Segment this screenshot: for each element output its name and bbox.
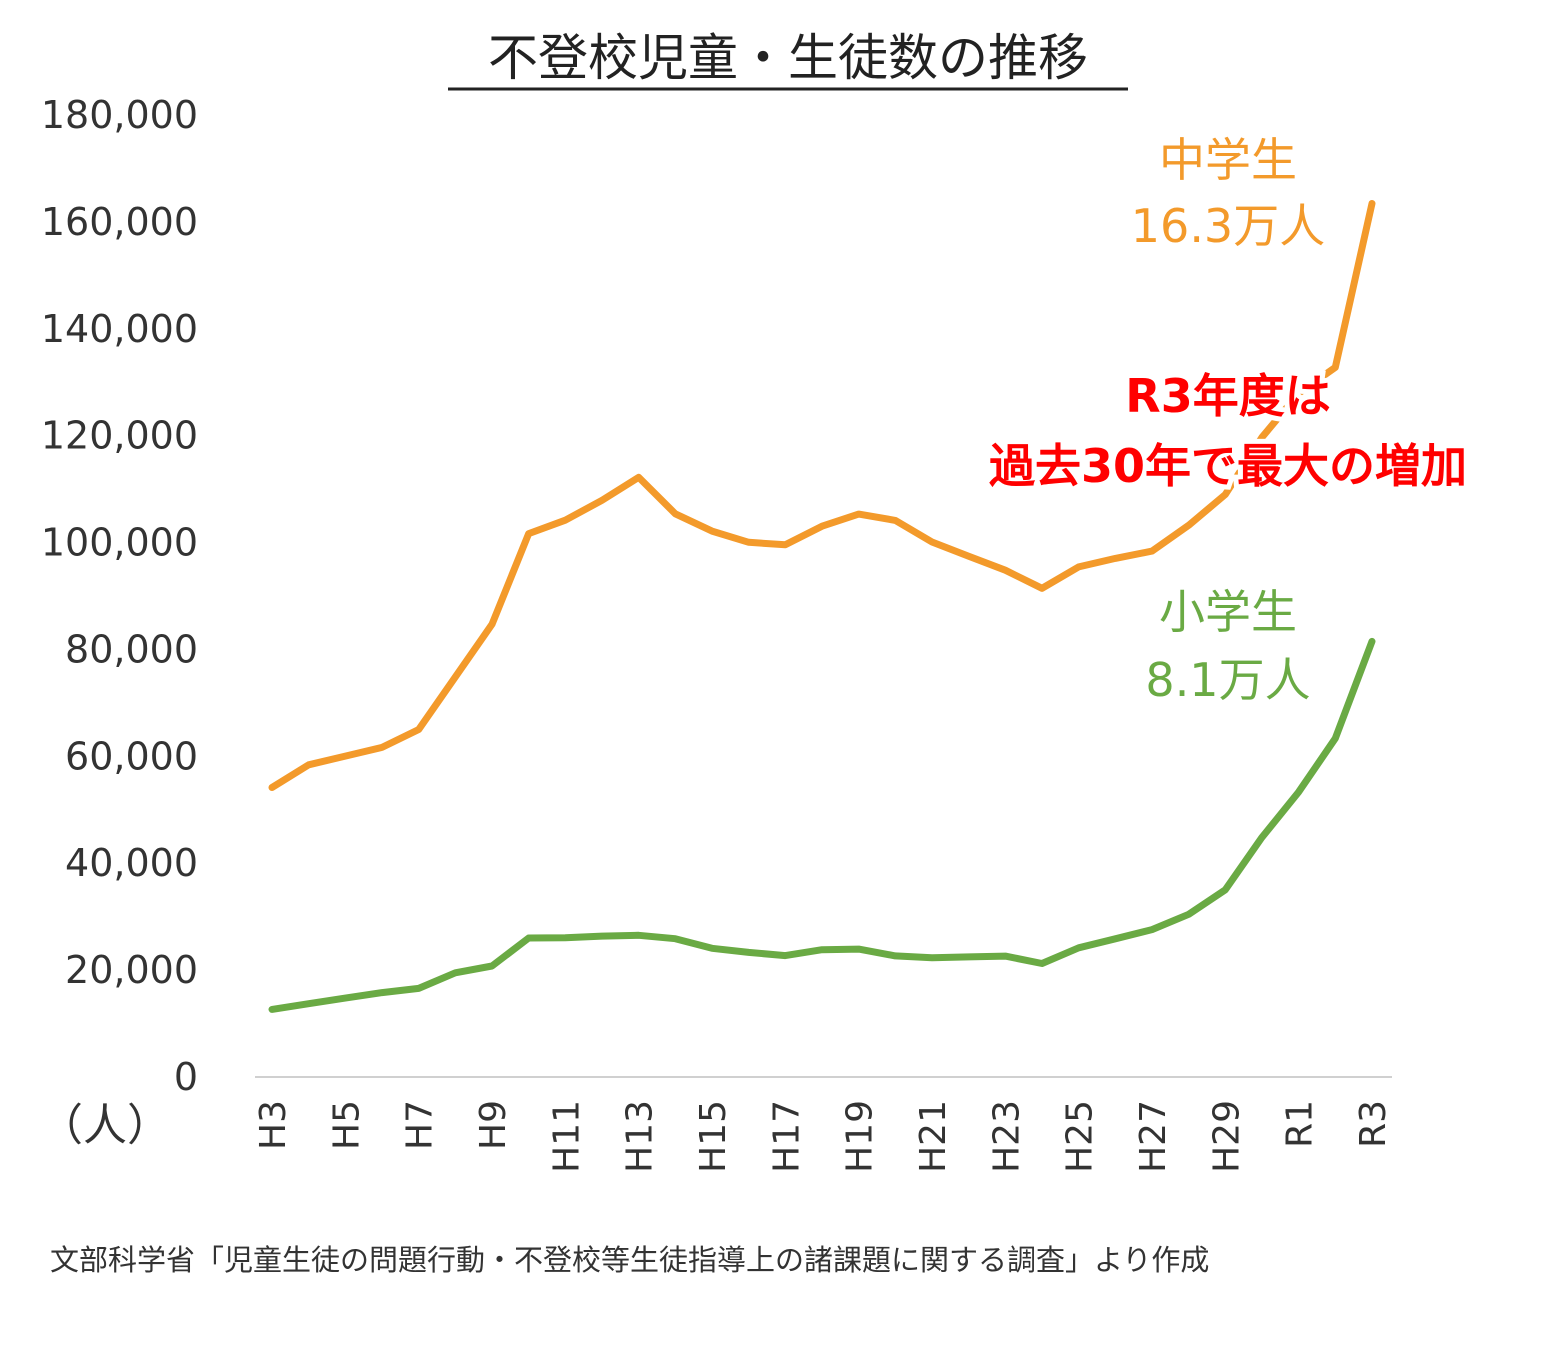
x-tick-label: H21 [913,1100,954,1173]
elementary-series-line [268,637,1376,1013]
elementary-label-value: 8.1万人 [1145,653,1310,707]
x-tick-label: H13 [620,1100,661,1173]
x-tick-label: H25 [1060,1100,1101,1173]
y-tick-label: 20,000 [65,948,198,992]
x-tick-label: H3 [253,1100,294,1150]
x-tick-label: R3 [1353,1100,1394,1148]
y-tick-label: 40,000 [65,841,198,885]
x-tick-label: H9 [473,1100,514,1150]
chart-title: 不登校児童・生徒数の推移 [488,29,1088,87]
x-tick-label: H5 [326,1100,367,1150]
y-tick-label: 60,000 [65,734,198,778]
annotation-line-1: R3年度は [1125,369,1330,423]
y-tick-label: 140,000 [41,307,198,351]
x-tick-label: H19 [840,1100,881,1173]
x-tick-label: H23 [986,1100,1027,1173]
y-tick-label: 80,000 [65,627,198,671]
x-tick-label: H17 [766,1100,807,1173]
y-tick-label: 180,000 [41,93,198,137]
junior-high-label-value: 16.3万人 [1131,199,1325,253]
x-axis-ticks: H3 H5 H7 H9 H11 H13 H15 H17 H19 H21 H23 H25 H27 H29 R1… [253,1100,1394,1173]
y-tick-label: 120,000 [41,414,198,458]
annotation-line-2: 過去30年で最大の増加 [989,439,1467,493]
x-tick-label: H15 [693,1100,734,1173]
x-tick-label: H29 [1206,1100,1247,1173]
x-tick-label: H7 [400,1100,441,1150]
y-unit-label: （人） [39,1100,171,1151]
y-tick-label: 100,000 [41,521,198,565]
y-axis-ticks: 0 20,000 40,000 60,000 80,000 100,000 120,000 1… [41,93,198,1099]
y-tick-label: 0 [174,1055,198,1099]
x-tick-label: H11 [546,1100,587,1173]
y-tick-label: 160,000 [41,200,198,244]
x-tick-label: R1 [1280,1100,1321,1148]
junior-high-label-name: 中学生 [1159,133,1297,187]
source-note: 文部科学省「児童生徒の問題行動・不登校等生徒指導上の諸課題に関する調査」より作成 [50,1243,1209,1277]
elementary-label-name: 小学生 [1159,585,1297,639]
x-tick-label: H27 [1133,1100,1174,1173]
junior-high-series-line [268,200,1376,791]
series-lines [268,200,1376,1013]
